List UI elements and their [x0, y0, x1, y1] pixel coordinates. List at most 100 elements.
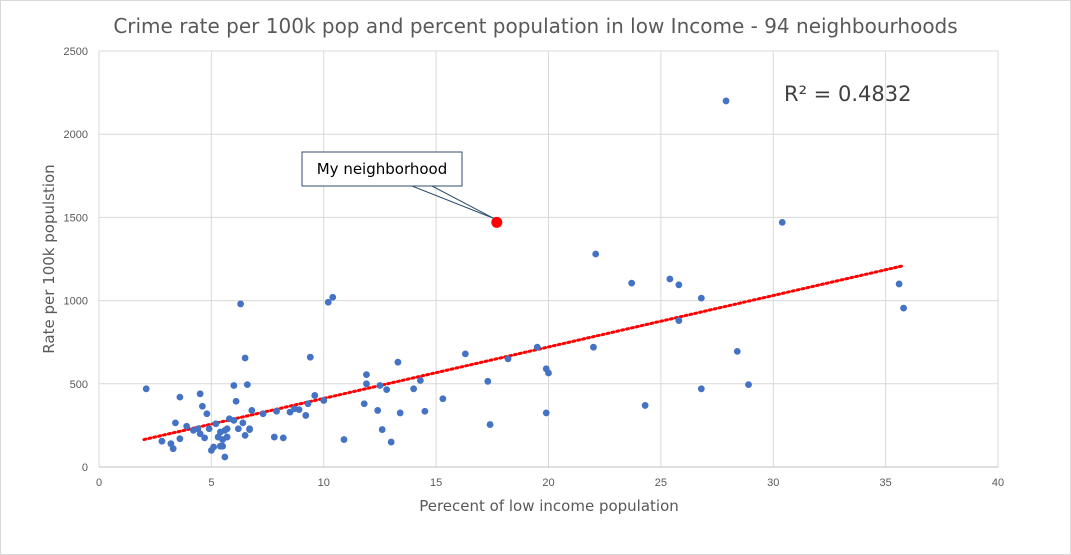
- callout-leader-line: [431, 185, 495, 219]
- data-point: [306, 353, 314, 361]
- data-point: [745, 381, 752, 389]
- data-point: [295, 406, 303, 413]
- data-point: [203, 410, 211, 418]
- x-tick-label: 5: [208, 477, 214, 489]
- callout-box: [301, 151, 463, 187]
- data-point: [376, 382, 384, 389]
- data-point: [666, 275, 674, 283]
- data-point: [340, 436, 348, 443]
- data-point: [205, 425, 213, 433]
- data-point: [241, 354, 249, 362]
- data-point: [545, 369, 552, 377]
- data-point: [304, 400, 312, 408]
- data-point: [421, 407, 429, 415]
- data-point: [410, 385, 418, 393]
- data-point: [201, 434, 209, 442]
- data-point: [733, 347, 741, 355]
- data-point: [461, 350, 469, 358]
- tick-labels: 0 500 1000 1500 2000 2500 0 5 10 15 20 25 30 35 40: [64, 46, 1005, 489]
- data-point: [675, 317, 683, 324]
- x-tick-label: 0: [96, 477, 102, 489]
- data-point: [628, 279, 636, 287]
- data-point: [383, 386, 391, 394]
- data-point: [176, 435, 184, 443]
- data-point: [237, 300, 244, 308]
- data-point: [230, 417, 238, 424]
- data-point: [248, 407, 256, 414]
- data-point: [212, 420, 220, 428]
- data-point: [675, 281, 683, 289]
- data-point: [270, 433, 278, 441]
- r-squared-label: R² = 0.4832: [784, 82, 911, 106]
- data-point: [142, 385, 150, 393]
- y-tick-label: 1000: [64, 296, 88, 308]
- gridlines: [98, 50, 999, 468]
- callout-label: My neighborhood: [317, 160, 448, 178]
- trendline: [142, 264, 906, 442]
- data-point: [329, 293, 337, 301]
- data-point: [484, 377, 492, 385]
- data-point: [223, 433, 231, 441]
- data-point: [198, 402, 206, 410]
- y-tick-label: 0: [82, 462, 88, 474]
- x-tick-label: 15: [430, 477, 442, 489]
- data-point: [158, 437, 166, 445]
- data-point: [311, 392, 319, 399]
- data-point: [592, 250, 600, 258]
- data-point: [363, 380, 370, 388]
- data-point: [542, 409, 550, 417]
- data-point: [234, 425, 242, 433]
- data-point: [900, 304, 908, 312]
- data-point: [486, 421, 494, 428]
- x-tick-label: 10: [318, 477, 330, 489]
- callout-leader-line: [411, 185, 494, 219]
- data-point: [221, 453, 229, 461]
- data-point: [722, 97, 730, 105]
- data-point: [641, 402, 649, 409]
- x-axis-title: Perecent of low income population: [419, 497, 679, 515]
- y-tick-label: 500: [70, 379, 88, 391]
- data-point: [697, 385, 705, 393]
- data-point: [302, 412, 310, 419]
- x-tick-label: 30: [767, 477, 779, 489]
- data-point: [504, 355, 512, 363]
- data-point: [324, 298, 332, 306]
- data-point: [374, 407, 382, 414]
- data-point: [176, 393, 184, 401]
- data-point: [394, 358, 402, 366]
- x-tick-label: 40: [992, 477, 1004, 489]
- data-point: [363, 371, 370, 379]
- data-point: [439, 395, 447, 403]
- data-point: [259, 410, 267, 418]
- data-point: [590, 343, 597, 351]
- callout-group: My neighborhood: [301, 151, 503, 228]
- data-point: [241, 431, 249, 439]
- y-tick-label: 2500: [64, 46, 88, 58]
- data-point: [246, 425, 253, 433]
- data-point: [239, 419, 247, 427]
- data-point: [210, 443, 218, 451]
- data-points: [142, 97, 908, 461]
- chart-title: Crime rate per 100k pop and percent popu…: [113, 14, 958, 38]
- data-point: [196, 390, 204, 398]
- data-point: [232, 397, 240, 405]
- trendline-group: [142, 264, 906, 442]
- data-point: [223, 425, 231, 433]
- data-point: [172, 419, 179, 427]
- data-point: [183, 422, 191, 430]
- data-point: [230, 382, 238, 389]
- data-point: [895, 280, 903, 288]
- data-point: [320, 397, 328, 404]
- y-tick-label: 1500: [64, 212, 88, 224]
- data-point: [279, 434, 287, 442]
- data-point: [387, 438, 395, 446]
- data-point: [697, 294, 705, 302]
- data-point: [416, 377, 424, 384]
- data-point: [273, 407, 280, 415]
- data-point: [378, 426, 386, 433]
- x-tick-label: 35: [880, 477, 892, 489]
- data-point: [196, 430, 204, 438]
- y-axis-title: Rate per 100k populstion: [40, 164, 58, 353]
